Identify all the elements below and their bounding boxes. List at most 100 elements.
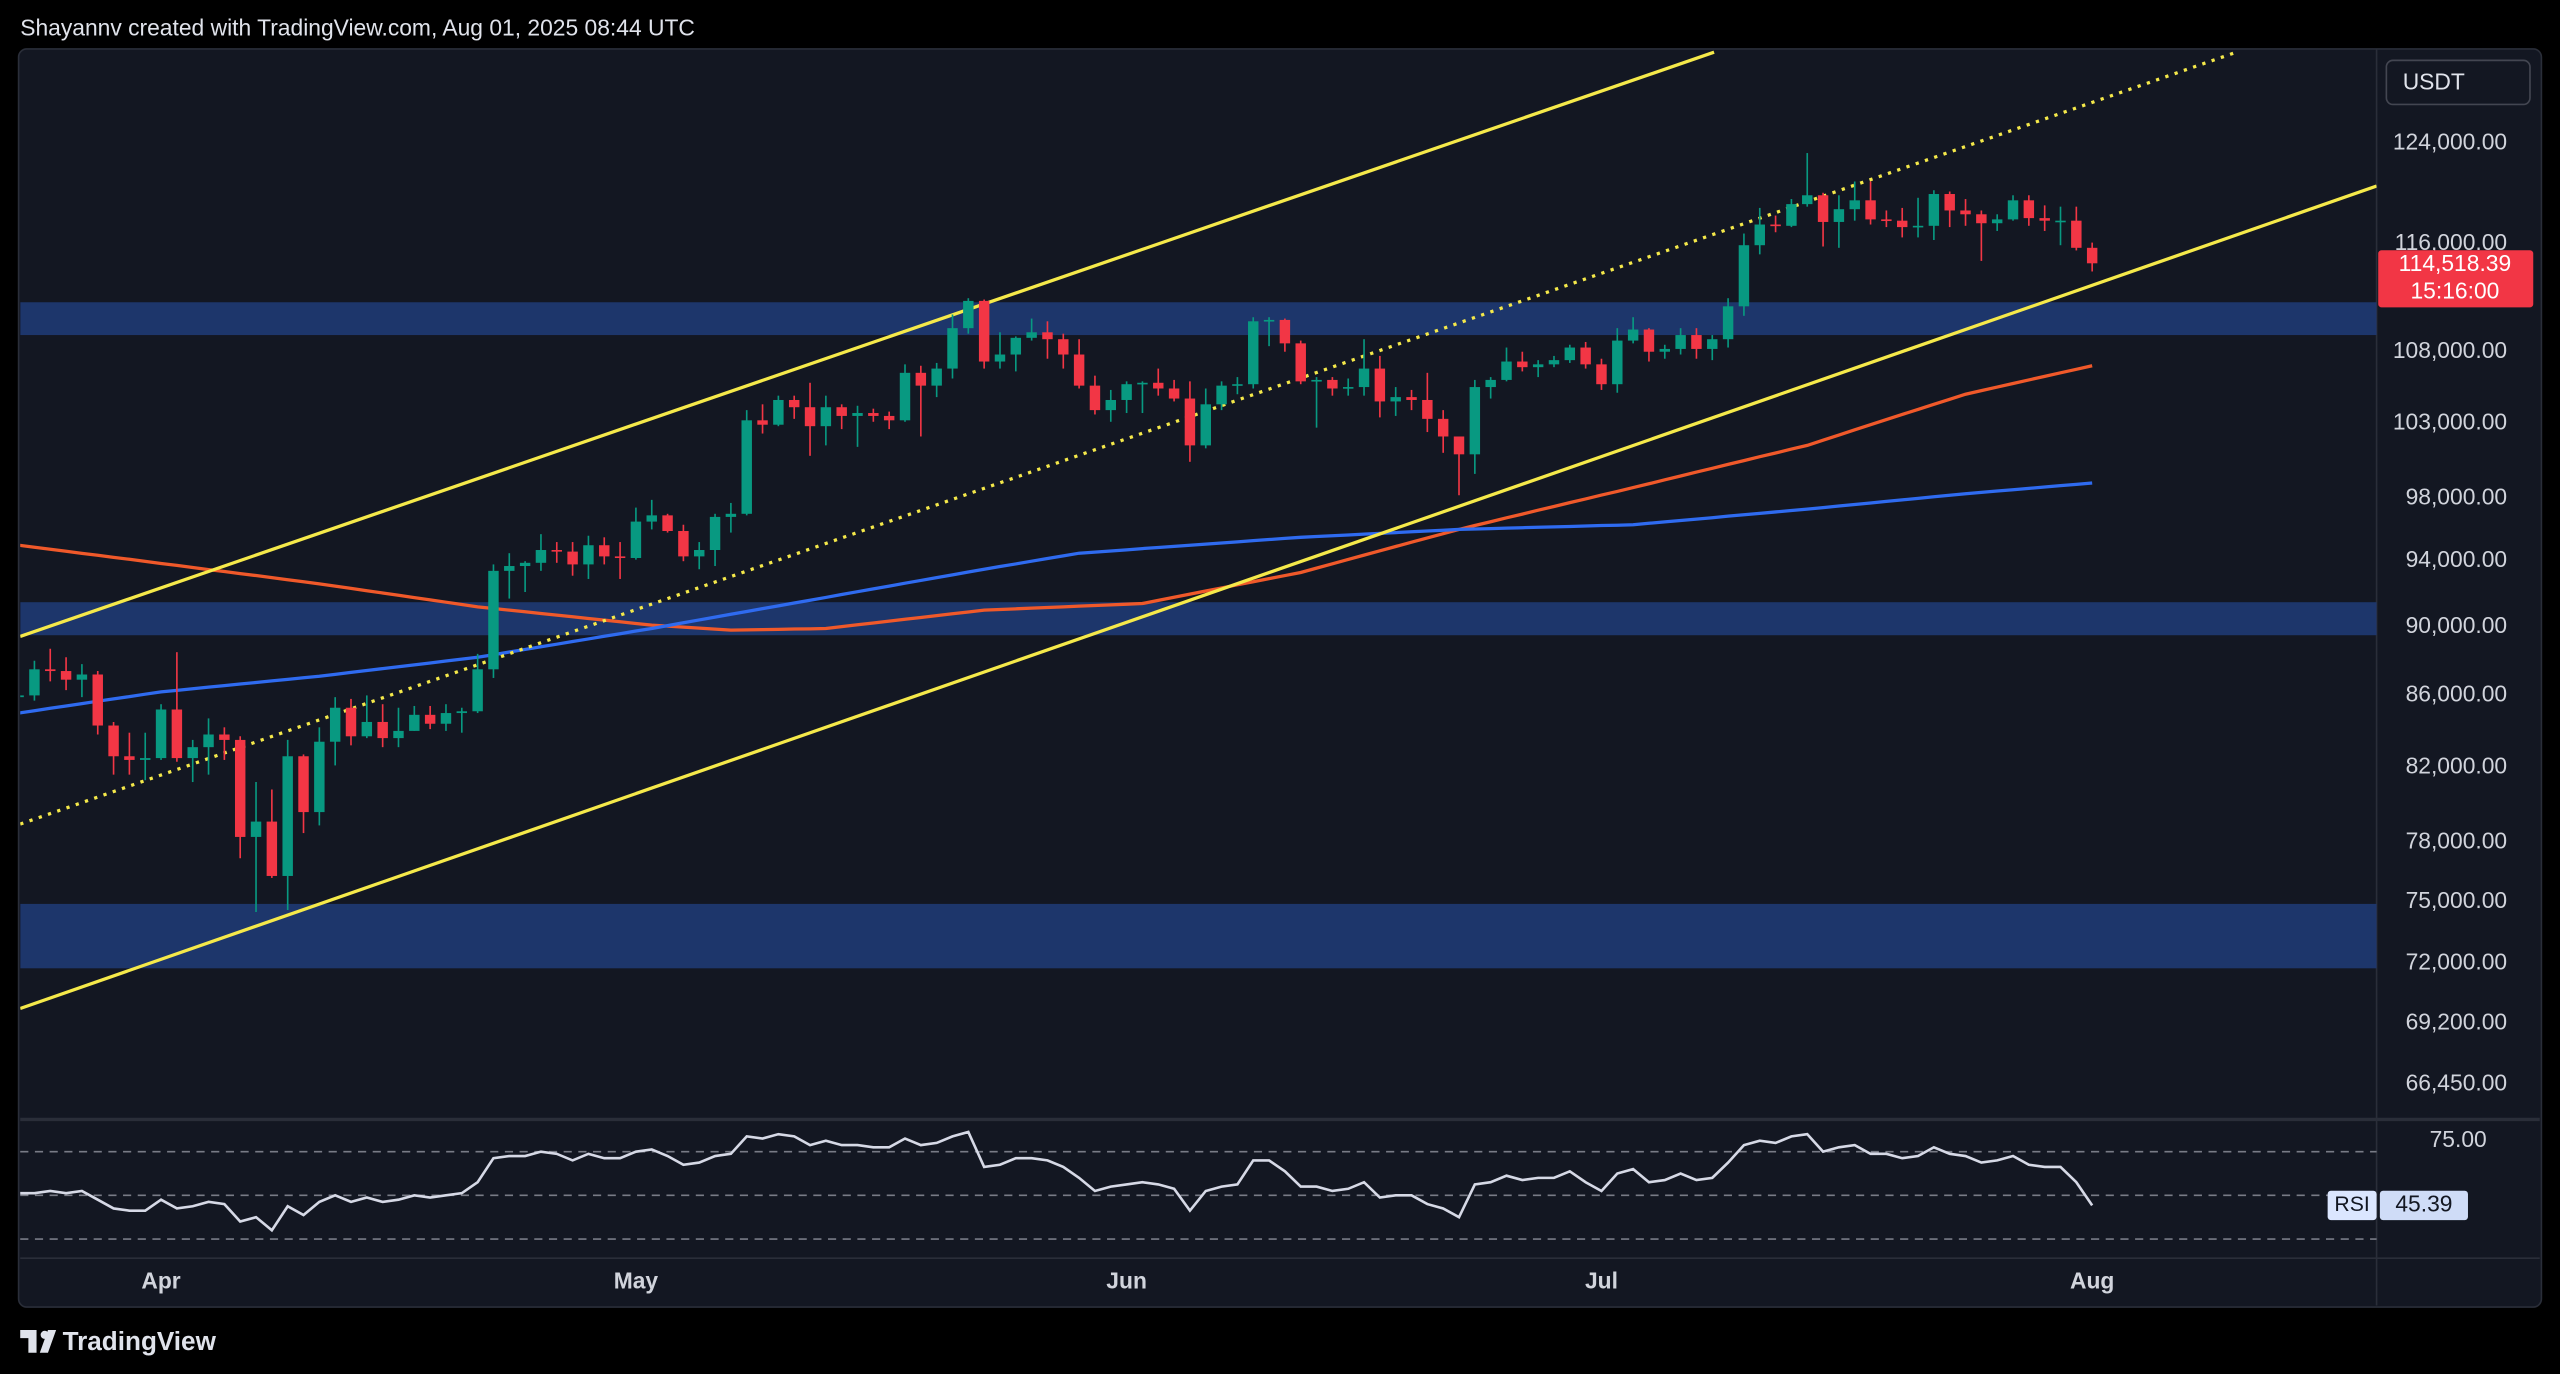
candle-body	[345, 707, 357, 737]
candle-body	[1675, 335, 1686, 349]
candle-body	[1596, 364, 1607, 385]
candle-body	[266, 821, 278, 876]
rsi-line-group	[20, 1130, 2094, 1233]
candle-body	[662, 515, 673, 532]
candle-body	[2071, 220, 2082, 248]
candle-body	[140, 758, 151, 760]
candle-body	[551, 550, 562, 552]
candle-body	[298, 756, 309, 813]
price-tag-label: 114,518.39	[2399, 250, 2512, 276]
candle-body	[773, 399, 784, 425]
candle-body	[709, 516, 721, 551]
candle-body	[329, 707, 341, 742]
candle-body	[788, 399, 800, 408]
candle-body	[1042, 332, 1053, 340]
candle-body	[1216, 385, 1227, 405]
x-tick-label: Jun	[1106, 1268, 1147, 1294]
rsi-line	[20, 1130, 2094, 1233]
candle-body	[1105, 399, 1117, 411]
candle-body	[1358, 368, 1370, 388]
candle-body	[1722, 306, 1734, 340]
rsi-tick-label: 75.00	[2430, 1126, 2487, 1152]
candle-body	[20, 695, 24, 698]
zone	[20, 602, 2377, 636]
rsi-value-label: 45.39	[2395, 1190, 2452, 1216]
candle-body	[250, 821, 262, 837]
candle-body	[361, 721, 373, 737]
candle-body	[1327, 379, 1338, 389]
rsi-name-box	[2327, 1190, 2377, 1221]
candle-body	[1422, 399, 1433, 419]
y-tick-label: 72,000.00	[2406, 949, 2508, 975]
channel-upper	[20, 50, 1715, 638]
candle-body	[1865, 200, 1876, 220]
candle-body	[1311, 379, 1322, 382]
candle-body	[1912, 225, 1924, 228]
currency-box[interactable]	[2385, 59, 2531, 106]
candle-body	[1817, 195, 1829, 222]
candle-body	[1659, 348, 1671, 352]
candle-body	[1295, 343, 1306, 382]
candle-body	[171, 709, 183, 759]
candle-body	[155, 709, 167, 759]
zone	[20, 903, 2377, 969]
y-tick-label: 66,450.00	[2406, 1070, 2508, 1096]
candle-body	[1991, 219, 2003, 224]
candle-body	[519, 562, 531, 567]
candle-body	[535, 550, 547, 563]
candle-body	[1548, 360, 1560, 365]
candle-body	[1770, 224, 1781, 227]
candle-body	[1390, 397, 1401, 402]
candle-body	[45, 669, 56, 672]
channel	[20, 50, 2377, 1011]
candle-body	[1881, 219, 1892, 222]
candle-body	[1374, 368, 1386, 402]
candle-body	[678, 531, 689, 557]
candle-body	[456, 711, 468, 714]
y-tick-label: 78,000.00	[2406, 828, 2508, 854]
y-tick-label: 82,000.00	[2406, 752, 2508, 778]
y-tick-label: 103,000.00	[2393, 408, 2507, 434]
candle-body	[1058, 339, 1069, 355]
moving-average	[20, 481, 2093, 715]
candle-body	[409, 714, 420, 731]
candle-body	[1976, 214, 1987, 224]
candle-body	[1200, 404, 1211, 446]
y-tick-label: 75,000.00	[2406, 887, 2508, 913]
brand-text: TradingView	[63, 1326, 217, 1356]
candle-body	[820, 407, 832, 427]
brand-dot	[40, 1330, 49, 1339]
zone	[20, 302, 2377, 336]
candle-body	[567, 551, 578, 565]
candles	[20, 153, 2098, 912]
candle-body	[1833, 209, 1845, 222]
candle-body	[1406, 397, 1417, 400]
candle-body	[1184, 398, 1196, 446]
y-tick-label: 98,000.00	[2406, 483, 2508, 509]
candle-body	[2039, 218, 2050, 221]
candle-body	[1928, 194, 1940, 226]
y-tick-label: 86,000.00	[2406, 680, 2508, 706]
channel-lower	[20, 184, 2377, 1011]
candle-body	[583, 545, 594, 565]
candle-body	[472, 669, 483, 712]
candle-body	[1738, 245, 1750, 307]
candle-body	[2086, 247, 2098, 264]
y-tick-label: 108,000.00	[2393, 337, 2507, 363]
price-tag	[2378, 250, 2534, 308]
candle-body	[694, 550, 705, 557]
candle-body	[2007, 200, 2019, 220]
candle-body	[1453, 436, 1465, 455]
candle-body	[915, 372, 927, 386]
candle-body	[440, 713, 452, 724]
rsi-value-box	[2379, 1190, 2468, 1221]
candle-body	[314, 741, 325, 813]
candle-body	[1896, 220, 1908, 228]
candle-body	[1612, 340, 1623, 385]
candle-body	[630, 521, 642, 558]
candle-body	[1960, 210, 1971, 215]
candle-body	[1168, 388, 1180, 399]
candle-body	[1517, 361, 1528, 368]
candle-body	[282, 756, 293, 876]
